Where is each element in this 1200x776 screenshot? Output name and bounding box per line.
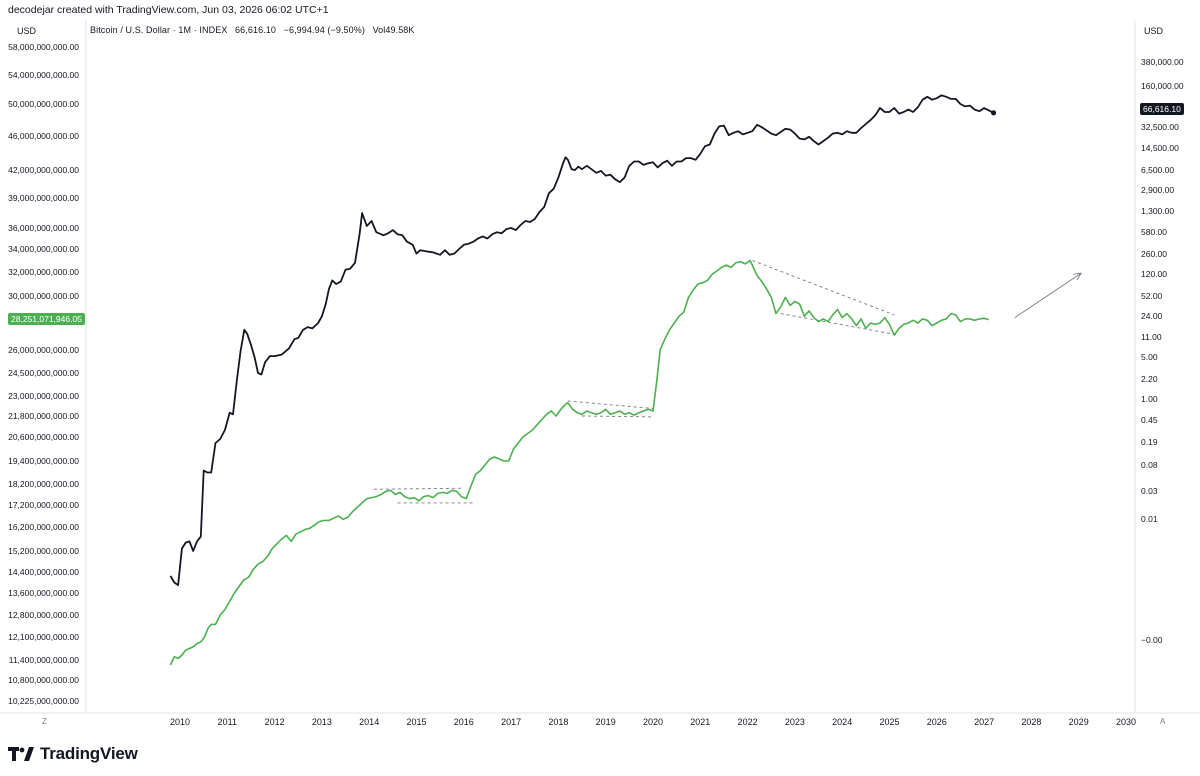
series-line-black[interactable] [169,94,995,586]
left-axis-tick: 50,000,000,000.00 [8,99,79,109]
right-axis-tick: 1,300.00 [1141,206,1175,216]
time-axis-tick: 2019 [595,717,616,727]
series-last-point [990,110,997,116]
left-axis-tick: 14,400,000,000.00 [8,567,79,577]
right-axis-tick: 11.00 [1141,332,1162,342]
left-axis-tick: 34,000,000,000.00 [8,244,79,254]
creation-note: decodejar created with TradingView.com, … [8,4,329,16]
time-axis-tick: 2026 [926,717,947,727]
left-axis-tick: 58,000,000,000.00 [8,42,79,52]
right-axis-tick: 24.00 [1141,311,1163,321]
tradingview-logo-icon [8,747,34,761]
trendline-5[interactable] [780,313,900,336]
trendline-0[interactable] [373,487,464,490]
time-axis-tick: 2014 [359,717,380,727]
right-axis-tick: 120.00 [1141,269,1167,279]
trendline-3[interactable] [582,415,654,418]
left-axis-tick: 17,200,000,000.00 [8,500,79,510]
right-axis-tick: 0.03 [1141,486,1158,496]
right-axis-tick: 160,000.00 [1141,81,1184,91]
right-axis-tick: 32,500.00 [1141,122,1179,132]
time-axis-tick: 2010 [169,717,191,727]
time-axis-tick: 2022 [737,717,758,727]
right-axis-tick: −0.00 [1141,635,1163,645]
time-axis-tick: 2030 [1115,717,1137,727]
legend-volume: Vol49.58K [372,25,415,35]
left-axis-tick: 54,000,000,000.00 [8,70,79,80]
left-axis-tick: 10,800,000,000.00 [8,675,79,685]
time-axis-tick: 2011 [217,717,237,727]
symbol-legend[interactable]: Bitcoin / U.S. Dollar · 1M · INDEX 66,61… [90,25,420,35]
left-axis-tick: 46,000,000,000.00 [8,131,79,141]
time-axis-tick: 2016 [453,717,474,727]
time-axis-tick: 2017 [501,717,522,727]
arrow-line[interactable] [1014,272,1082,318]
time-axis-tick: 2028 [1021,717,1042,727]
right-axis-tick: 0.01 [1141,514,1158,524]
right-currency-label[interactable]: USD [1144,26,1164,36]
left-axis-tick: 32,000,000,000.00 [8,267,79,277]
time-axis-tick: 2023 [784,717,805,727]
left-axis-tick: 18,200,000,000.00 [8,479,79,489]
right-axis-tick: 52.00 [1141,291,1163,301]
auto-scale-button[interactable]: A [1160,717,1166,726]
right-axis-tick: 260.00 [1141,249,1167,259]
time-axis-tick: 2018 [548,717,569,727]
trendline-4[interactable] [752,260,895,316]
right-axis-tick: 6,500.00 [1141,165,1175,175]
time-axis-tick: 2012 [264,717,285,727]
right-axis-tick: 580.00 [1141,227,1167,237]
right-axis-tick: 0.08 [1141,460,1158,470]
left-axis-tick: 21,800,000,000.00 [8,411,79,421]
left-axis-tick: 13,600,000,000.00 [8,588,79,598]
right-last-value-badge: 66,616.10 [1140,103,1184,115]
left-axis-tick: 12,100,000,000.00 [8,632,79,642]
left-axis-tick: 24,500,000,000.00 [8,368,79,378]
left-axis-tick: 42,000,000,000.00 [8,165,79,175]
time-axis-tick: 2013 [311,717,332,727]
left-currency-label: USD [17,26,37,36]
left-axis-tick: 36,000,000,000.00 [8,223,79,233]
tradingview-logo-text: TradingView [40,744,138,763]
left-axis-tick: 26,000,000,000.00 [8,345,79,355]
right-axis-tick: 1.00 [1141,394,1158,404]
legend-change: −6,994.94 (−9.50%) [283,25,365,35]
trendline-2[interactable] [567,400,654,409]
left-axis-tick: 30,000,000,000.00 [8,291,79,301]
right-axis-tick: 14,500.00 [1141,143,1179,153]
left-axis-tick: 10,225,000,000.00 [8,696,79,706]
tradingview-logo[interactable]: TradingView [8,744,138,764]
time-axis-tick: 2025 [879,717,900,727]
left-last-value-badge: 28,251,071,946.05 [8,313,85,325]
series-line-green[interactable] [169,259,990,666]
time-axis-tick: 2021 [690,717,711,727]
left-axis-tick: 12,800,000,000.00 [8,610,79,620]
left-axis-tick: 23,000,000,000.00 [8,391,79,401]
left-axis-tick: 15,200,000,000.00 [8,546,79,556]
right-axis-tick: 2.20 [1141,374,1158,384]
right-axis-tick: 380,000.00 [1141,57,1184,67]
left-axis-tick: 16,200,000,000.00 [8,522,79,532]
left-axis-tick: 20,600,000,000.00 [8,432,79,442]
time-axis-tick: 2027 [974,717,995,727]
arrow-head [1073,272,1082,281]
right-axis-tick: 0.19 [1141,437,1158,447]
legend-symbol: Bitcoin / U.S. Dollar · 1M · INDEX [90,25,228,35]
right-axis-tick: 0.45 [1141,415,1158,425]
time-axis-tick: 2024 [832,717,853,727]
time-axis-tick: 2015 [406,717,427,727]
left-axis-tick: 11,400,000,000.00 [8,655,79,665]
right-axis-tick: 5.00 [1141,352,1158,362]
time-axis-scale-button[interactable]: Z [42,717,47,726]
time-axis-tick: 2029 [1068,717,1089,727]
right-axis-tick: 2,900.00 [1141,185,1175,195]
left-axis-tick: 39,000,000,000.00 [8,193,79,203]
legend-last-price: 66,616.10 [235,25,276,35]
left-axis-tick: 19,400,000,000.00 [8,456,79,466]
series-layer [169,94,997,666]
annotation-layer [373,260,1082,504]
time-axis-tick: 2020 [642,717,664,727]
